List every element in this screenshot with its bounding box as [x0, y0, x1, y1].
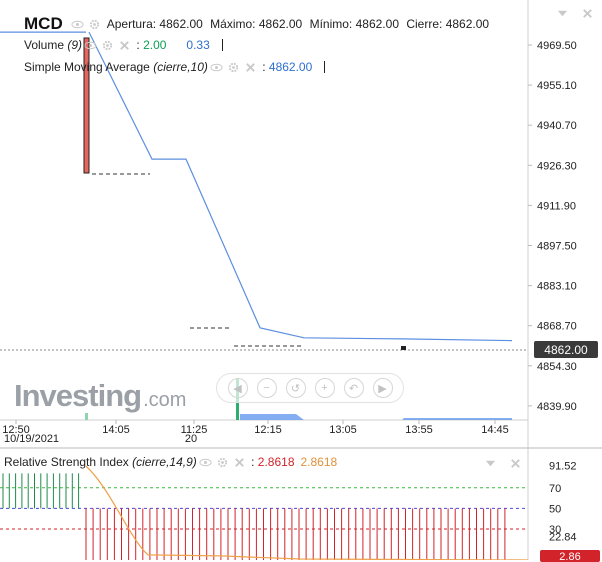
rsi-histogram — [2, 473, 506, 560]
rsi-sma-value: 2.8618 — [300, 455, 338, 469]
time-tick-label: 13:55 — [405, 424, 433, 436]
marker — [401, 346, 406, 350]
rsi-value-badge: 2.86 — [540, 550, 600, 562]
chart-navigation-toolbar: ◀ − ↺ + ↶ ▶ — [216, 373, 404, 403]
date-label: 20 — [185, 433, 197, 445]
logo-main: Investing — [14, 378, 142, 413]
close-label: Cierre: — [406, 17, 443, 31]
ohlc-values: Apertura: 4862.00 Máximo: 4862.00 Mínimo… — [107, 17, 493, 31]
rsi-tick-label: 70 — [549, 483, 561, 495]
price-tick-label: 4839.90 — [537, 401, 577, 413]
price-tick-label: 4911.90 — [537, 200, 576, 212]
close-icon[interactable] — [118, 39, 131, 52]
low-value: 4862.00 — [355, 17, 399, 31]
price-tick-label: 4955.10 — [537, 80, 577, 92]
price-tick-label: 4940.70 — [537, 120, 577, 132]
volume-value-2: 0.33 — [186, 38, 210, 52]
arrow-left-icon[interactable]: ◀ — [227, 378, 248, 398]
gear-icon[interactable] — [88, 18, 101, 31]
eye-icon[interactable] — [199, 456, 212, 469]
symbol-name: MCD — [24, 14, 63, 33]
undo-icon[interactable]: ↶ — [343, 378, 364, 398]
high-value: 4862.00 — [258, 17, 303, 31]
eye-icon[interactable] — [71, 18, 84, 31]
rsi-top-controls — [482, 457, 524, 470]
price-series-line — [88, 31, 513, 342]
price-tick-label: 4969.50 — [537, 40, 577, 52]
time-tick-label: 12:15 — [254, 424, 282, 436]
eye-icon[interactable] — [84, 39, 97, 52]
volume-area — [402, 418, 512, 420]
rsi-param: (cierre,14,9) — [132, 455, 197, 469]
price-tick-label: 4854.30 — [537, 361, 577, 373]
volume-param: (9) — [67, 38, 83, 52]
candle-bar — [83, 37, 90, 174]
volume-label: Volume — [24, 38, 65, 52]
eye-icon[interactable] — [210, 61, 223, 74]
time-axis: 12:50 14:05 11:25 12:15 13:05 13:55 14:45 10/19… — [2, 420, 509, 445]
volume-bar — [85, 413, 88, 420]
time-tick-label: 13:05 — [329, 424, 357, 436]
sma-legend: Simple Moving Average (cierre,10) : 4862… — [24, 60, 326, 74]
gear-icon[interactable] — [101, 39, 114, 52]
close-icon[interactable] — [233, 456, 246, 469]
rsi-tick-label: 30 — [549, 524, 561, 536]
price-tick-label: 4926.30 — [537, 160, 577, 172]
chevron-down-icon[interactable] — [484, 457, 497, 470]
close-icon[interactable] — [244, 61, 257, 74]
zoom-in-icon[interactable]: + — [314, 378, 335, 398]
volume-legend: Volume (9) : 2.00 0.33 — [24, 38, 223, 52]
legend-cursor — [221, 39, 223, 51]
zoom-reset-icon[interactable]: ↺ — [285, 378, 306, 398]
open-label: Apertura: — [106, 17, 157, 31]
legend-cursor — [324, 61, 326, 73]
gear-icon[interactable] — [216, 456, 229, 469]
symbol-legend: MCD Apertura: 4862.00 Máximo: 4862.00 Mí… — [24, 14, 493, 34]
chart-top-controls — [554, 7, 596, 20]
close-icon[interactable] — [581, 7, 594, 20]
low-label: Mínimo: — [309, 17, 353, 31]
rsi-tick-label: 91.52 — [549, 461, 577, 473]
investing-logo: Investing .com — [14, 378, 186, 414]
rsi-tick-label: 22.84 — [549, 531, 577, 543]
close-value: 4862.00 — [445, 17, 490, 31]
close-icon[interactable] — [509, 457, 522, 470]
rsi-label: Relative Strength Index — [4, 455, 129, 469]
current-price-badge: 4862.00 — [534, 341, 598, 358]
rsi-value: 2.8618 — [257, 455, 295, 469]
price-tick-label: 4897.50 — [537, 241, 577, 253]
volume-area — [240, 414, 304, 420]
rsi-tick-label: 50 — [549, 503, 561, 515]
open-value: 4862.00 — [159, 17, 203, 31]
price-tick-label: 4883.10 — [537, 281, 577, 293]
price-axis: 4969.50 4955.10 4940.70 4926.30 4911.90 4897.… — [528, 40, 577, 413]
time-tick-label: 14:45 — [481, 424, 509, 436]
sma-label: Simple Moving Average — [24, 60, 150, 74]
date-label: 10/19/2021 — [4, 433, 59, 445]
gear-icon[interactable] — [227, 61, 240, 74]
sma-value: 4862.00 — [268, 60, 313, 74]
logo-suffix: .com — [143, 389, 187, 411]
rsi-sma-line — [85, 465, 529, 560]
arrow-right-icon[interactable]: ▶ — [372, 378, 393, 398]
sma-param: (cierre,10) — [153, 60, 208, 74]
volume-value-1: 2.00 — [143, 38, 167, 52]
price-tick-label: 4868.70 — [537, 321, 577, 333]
zoom-out-icon[interactable]: − — [256, 378, 277, 398]
time-tick-label: 12:50 — [2, 424, 30, 436]
time-tick-label: 14:05 — [102, 424, 130, 436]
time-tick-label: 11:25 — [181, 424, 208, 436]
high-label: Máximo: — [210, 17, 256, 31]
rsi-legend: Relative Strength Index (cierre,14,9) : … — [4, 455, 338, 469]
chevron-down-icon[interactable] — [556, 7, 569, 20]
